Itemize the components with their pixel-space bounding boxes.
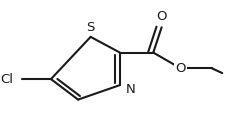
Text: Cl: Cl <box>0 73 13 86</box>
Text: N: N <box>126 83 135 97</box>
Text: O: O <box>175 62 186 75</box>
Text: S: S <box>86 21 95 34</box>
Text: O: O <box>156 10 167 23</box>
